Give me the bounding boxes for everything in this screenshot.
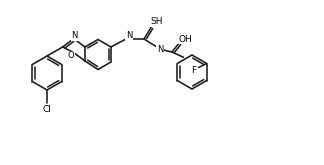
Text: OH: OH — [178, 34, 192, 44]
Text: O: O — [67, 51, 74, 60]
Text: N: N — [126, 31, 132, 39]
Text: N: N — [72, 31, 78, 40]
Text: F: F — [191, 66, 196, 75]
Text: Cl: Cl — [42, 104, 52, 114]
Text: SH: SH — [151, 17, 163, 27]
Text: N: N — [157, 46, 163, 54]
